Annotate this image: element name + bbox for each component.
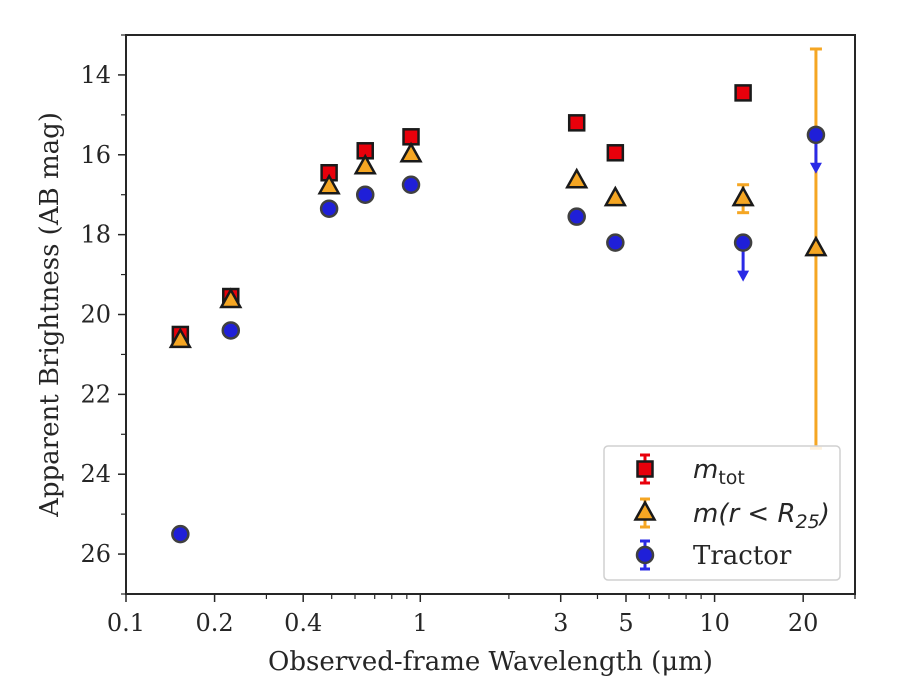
legend-marker-0-shape — [636, 460, 654, 478]
y-tick-label-4: 22 — [80, 380, 111, 408]
legend-label-0: mtot — [693, 455, 745, 489]
series-2-point-3 — [355, 185, 375, 204]
data-marks — [168, 47, 828, 544]
legend-marker-2-shape — [635, 545, 655, 565]
x-tick-label-3: 1 — [413, 609, 428, 637]
series-0-point-7 — [734, 84, 752, 102]
series-1-point-8-shape — [804, 235, 828, 257]
series-1-point-0-shape — [168, 327, 192, 349]
series-0-point-6-shape — [606, 144, 625, 162]
legend-item-2: Tractor — [635, 539, 792, 571]
series-1-point-1 — [219, 287, 243, 309]
series-1 — [168, 47, 828, 450]
series-2-point-1-shape — [221, 321, 241, 340]
series-2-point-6 — [606, 233, 625, 252]
series-1-point-0 — [168, 327, 192, 349]
y-tick-label-3: 20 — [80, 301, 111, 329]
series-1-point-6-shape — [603, 185, 627, 207]
y-tick-label-5: 24 — [80, 460, 111, 488]
x-axis: 0.1 0.2 0.4 1 3 5 10 20 — [107, 594, 856, 637]
y-tick-label-6: 26 — [80, 540, 111, 568]
series-2-point-8-limit-arrow — [809, 162, 822, 174]
series-2-point-1 — [221, 321, 241, 340]
series-1-point-7 — [731, 185, 755, 207]
series-2-point-0 — [171, 524, 190, 544]
x-tick-label-5: 5 — [618, 609, 633, 637]
series-2-point-6-shape — [606, 233, 625, 252]
series-0-point-5-shape — [567, 114, 586, 132]
y-axis: 14 16 18 20 22 24 26 — [80, 34, 126, 595]
series-2-point-5-shape — [567, 207, 586, 226]
series-2-point-8-shape — [806, 125, 826, 145]
x-tick-label-2: 0.4 — [284, 609, 322, 637]
series-0-point-7-shape — [734, 84, 752, 102]
series-2-point-7 — [733, 233, 753, 252]
x-axis-label: Observed-frame Wavelength (μm) — [268, 647, 713, 677]
series-1-point-7-shape — [731, 185, 755, 207]
legend-box — [603, 445, 841, 581]
series-2-point-7-limit-arrow — [737, 270, 750, 282]
series-1-point-3 — [353, 153, 377, 175]
series-1-point-1-shape — [219, 287, 243, 309]
y-tick-label-2: 18 — [80, 221, 111, 249]
legend-label-sub-0: tot — [718, 467, 745, 489]
series-2-point-5 — [567, 207, 586, 226]
series-1-point-2 — [317, 173, 341, 195]
series-1-point-4-shape — [399, 141, 423, 163]
series-2-point-2 — [319, 199, 339, 218]
series-1-point-2-shape — [317, 173, 341, 195]
legend-marker-1 — [633, 499, 657, 521]
series-2-point-3-shape — [355, 185, 375, 204]
y-axis-label: Apparent Brightness (AB mag) — [35, 112, 65, 518]
legend-label-sub-1: 25 — [796, 511, 820, 533]
series-2-point-0-shape — [171, 524, 190, 544]
x-tick-label-7: 20 — [788, 609, 819, 637]
x-tick-label-1: 0.2 — [196, 609, 234, 637]
series-2-point-7-shape — [733, 233, 753, 252]
series-0-point-5 — [567, 114, 586, 132]
legend-item-0: mtot — [636, 453, 745, 489]
legend-marker-2 — [635, 545, 655, 565]
x-tick-label-6: 10 — [699, 609, 730, 637]
series-0 — [171, 84, 752, 344]
series-1-point-5-shape — [565, 167, 589, 189]
legend: mtot m(r < R25) Tractor — [603, 445, 841, 581]
y-tick-label-1: 16 — [80, 141, 111, 169]
y-tick-label-0: 14 — [80, 61, 111, 89]
series-2-point-4-shape — [401, 175, 421, 194]
legend-label-2: Tractor — [693, 541, 792, 571]
legend-label-tail-1: ) — [818, 499, 830, 529]
legend-item-1: m(r < R25) — [633, 497, 830, 533]
legend-marker-1-shape — [633, 499, 657, 521]
series-2-point-2-shape — [319, 199, 339, 218]
series-1-point-5 — [565, 167, 589, 189]
series-2-point-4 — [401, 175, 421, 194]
series-1-point-4 — [399, 141, 423, 163]
series-1-point-6 — [603, 185, 627, 207]
x-tick-label-4: 3 — [553, 609, 568, 637]
legend-label-1: m(r < R25) — [693, 499, 830, 533]
legend-label-main-0: m — [693, 455, 718, 485]
series-2-point-8 — [806, 125, 826, 145]
series-2 — [171, 125, 826, 544]
legend-label-main-2: Tractor — [693, 541, 792, 571]
legend-marker-0 — [636, 460, 654, 478]
series-0-point-6 — [606, 144, 625, 162]
series-1-point-8 — [804, 235, 828, 257]
x-tick-label-0: 0.1 — [107, 609, 145, 637]
series-1-point-3-shape — [353, 153, 377, 175]
legend-label-main-1: m(r < R — [693, 499, 796, 529]
